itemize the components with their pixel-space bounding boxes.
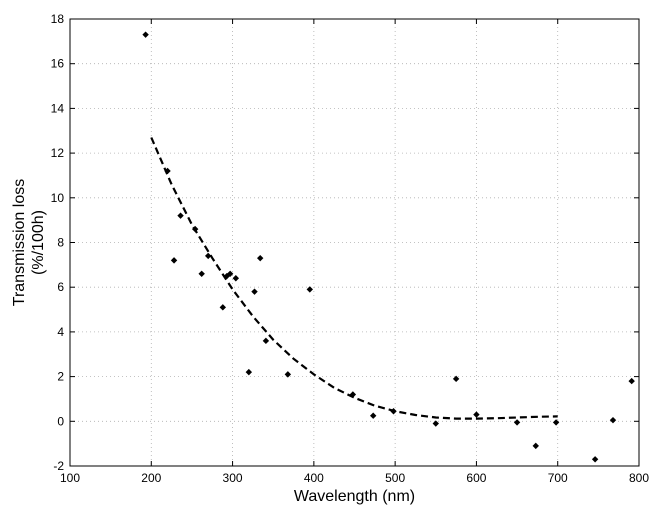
data-point xyxy=(349,391,357,398)
y-tick-label: 14 xyxy=(51,101,65,115)
y-axis-label-line-1: Transmission loss xyxy=(11,179,28,306)
data-point xyxy=(591,456,599,463)
x-tick-label: 800 xyxy=(629,471,649,485)
data-point xyxy=(177,212,184,219)
y-tick-label: -2 xyxy=(53,459,64,473)
data-point xyxy=(262,337,270,345)
y-tick-label: 10 xyxy=(51,191,65,205)
data-point xyxy=(390,408,397,415)
data-point xyxy=(532,442,539,450)
x-tick-label: 400 xyxy=(304,471,324,485)
y-tick-label: 6 xyxy=(57,280,64,294)
x-tick-label: 700 xyxy=(548,471,568,485)
data-point xyxy=(204,252,212,260)
x-tick-label: 300 xyxy=(223,471,243,485)
data-point xyxy=(164,167,171,175)
data-point xyxy=(245,368,253,376)
data-point xyxy=(306,286,313,293)
fit-curve xyxy=(150,137,558,420)
data-point xyxy=(432,420,439,427)
x-tick-label: 200 xyxy=(141,471,161,485)
grid xyxy=(70,19,639,466)
data-point xyxy=(142,31,149,38)
data-point xyxy=(257,254,264,262)
y-tick-label: 4 xyxy=(57,325,64,339)
x-tick-label: 500 xyxy=(385,471,405,485)
data-point xyxy=(226,270,234,277)
x-tick-label: 600 xyxy=(466,471,486,485)
data-points xyxy=(142,31,635,463)
data-point xyxy=(284,371,292,378)
data-point xyxy=(198,270,205,277)
y-tick-label: 8 xyxy=(57,236,64,250)
x-tick-label: 100 xyxy=(60,471,80,485)
data-point xyxy=(219,304,227,311)
data-point xyxy=(473,411,480,418)
data-point xyxy=(452,375,460,383)
data-point xyxy=(251,288,258,295)
y-tick-label: 12 xyxy=(51,146,65,160)
axis-ticks xyxy=(69,18,640,467)
x-axis-label: Wavelength (nm) xyxy=(294,488,415,505)
data-point xyxy=(552,419,560,426)
y-tick-label: 0 xyxy=(57,414,64,428)
data-point xyxy=(191,225,199,233)
data-point xyxy=(513,419,521,426)
tick-labels: 100 200 300 400 500 600 700 800 -2 0 2 4 6 8 10 12 14 16 1… xyxy=(51,12,650,485)
data-point xyxy=(609,416,617,424)
data-point xyxy=(232,275,240,282)
y-tick-label: 2 xyxy=(57,370,64,384)
y-tick-label: 18 xyxy=(51,12,65,26)
y-tick-label: 16 xyxy=(51,57,65,71)
y-axis-label-line-2: (%/100h) xyxy=(30,210,47,275)
data-point xyxy=(628,377,635,385)
data-point xyxy=(369,412,377,419)
data-point xyxy=(170,257,178,264)
